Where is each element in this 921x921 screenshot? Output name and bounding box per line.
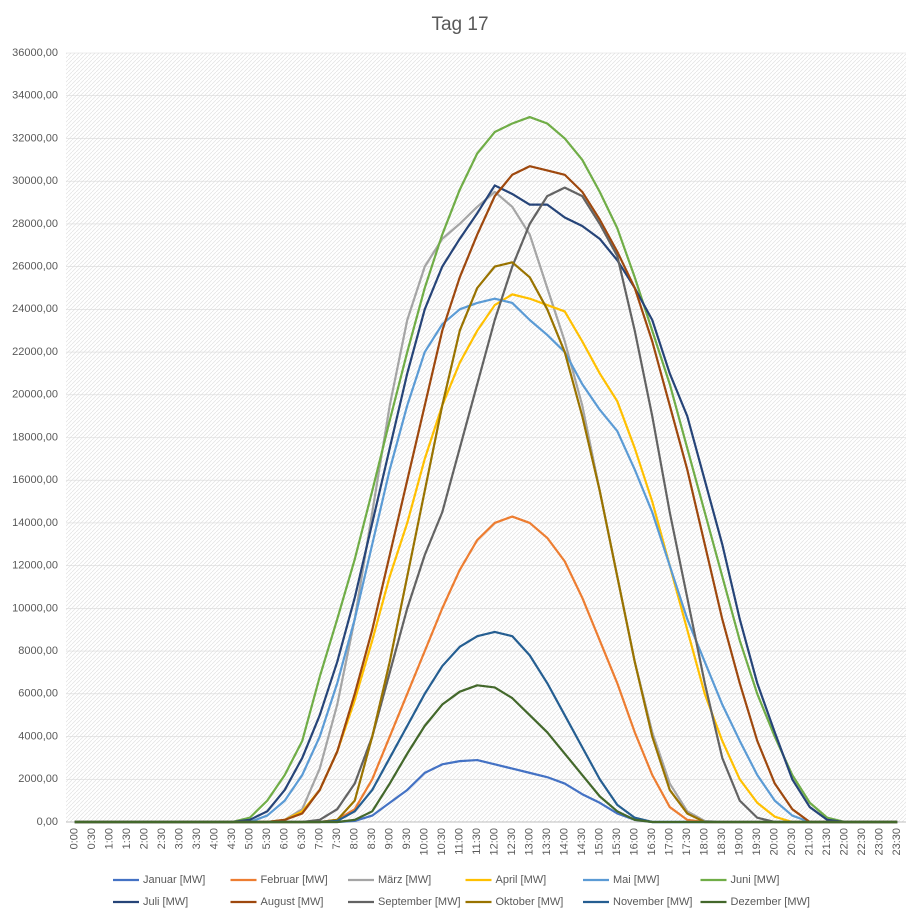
legend-label: November [MW]	[613, 896, 692, 908]
y-tick-label: 0,00	[37, 816, 58, 828]
y-tick-label: 28000,00	[12, 218, 58, 230]
x-tick-label: 6:00	[279, 828, 291, 849]
x-tick-label: 11:00	[454, 828, 466, 855]
x-tick-label: 22:30	[856, 828, 868, 856]
x-tick-label: 3:00	[174, 828, 186, 849]
x-tick-label: 16:30	[646, 828, 658, 856]
legend-label: Mai [MW]	[613, 874, 659, 886]
y-tick-label: 34000,00	[12, 90, 58, 102]
y-tick-label: 20000,00	[12, 389, 58, 401]
x-tick-label: 3:30	[191, 828, 203, 849]
x-tick-label: 22:00	[839, 828, 851, 856]
legend-label: April [MW]	[496, 874, 547, 886]
x-tick-label: 5:00	[244, 828, 256, 849]
x-tick-label: 20:00	[769, 828, 781, 856]
legend-label: Dezember [MW]	[731, 896, 810, 908]
y-tick-label: 24000,00	[12, 303, 58, 315]
x-tick-label: 18:30	[716, 828, 728, 856]
x-tick-label: 20:30	[786, 828, 798, 856]
x-tick-label: 0:30	[86, 828, 98, 849]
x-tick-label: 17:30	[681, 828, 693, 856]
y-tick-label: 10000,00	[12, 602, 58, 614]
legend-label: Juni [MW]	[731, 874, 780, 886]
x-tick-label: 21:30	[821, 828, 833, 856]
x-tick-label: 9:00	[384, 828, 396, 849]
x-tick-label: 9:30	[401, 828, 413, 849]
x-tick-label: 18:00	[699, 828, 711, 856]
y-tick-label: 30000,00	[12, 175, 58, 187]
y-tick-label: 2000,00	[18, 773, 58, 785]
y-tick-label: 6000,00	[18, 688, 58, 700]
x-tick-label: 15:00	[594, 828, 606, 856]
y-tick-label: 14000,00	[12, 517, 58, 529]
x-tick-label: 13:30	[541, 828, 553, 856]
x-tick-label: 14:00	[559, 828, 571, 856]
x-tick-label: 8:00	[349, 828, 361, 849]
x-tick-label: 19:00	[734, 828, 746, 856]
x-tick-label: 2:30	[156, 828, 168, 849]
x-tick-label: 4:00	[209, 828, 221, 849]
y-tick-label: 32000,00	[12, 132, 58, 144]
x-tick-label: 13:00	[524, 828, 536, 856]
x-tick-label: 12:00	[489, 828, 501, 856]
x-tick-label: 14:30	[576, 828, 588, 856]
x-tick-label: 17:00	[664, 828, 676, 856]
x-tick-label: 10:00	[419, 828, 431, 856]
x-tick-label: 16:00	[629, 828, 641, 856]
legend-label: Oktober [MW]	[496, 896, 564, 908]
y-tick-label: 4000,00	[18, 730, 58, 742]
x-tick-label: 23:00	[874, 828, 886, 856]
x-tick-label: 10:30	[436, 828, 448, 856]
x-tick-label: 1:30	[121, 828, 133, 849]
series-line	[74, 684, 898, 824]
x-tick-label: 6:30	[296, 828, 308, 849]
x-tick-label: 1:00	[104, 828, 116, 849]
y-tick-label: 22000,00	[12, 346, 58, 358]
y-tick-label: 8000,00	[18, 645, 58, 657]
y-tick-label: 12000,00	[12, 560, 58, 572]
x-tick-label: 5:30	[261, 828, 273, 849]
x-tick-label: 8:30	[366, 828, 378, 849]
x-tick-label: 23:30	[891, 828, 903, 856]
y-tick-label: 18000,00	[12, 431, 58, 443]
chart-title: Tag 17	[431, 14, 488, 35]
x-tick-label: 12:30	[506, 828, 518, 856]
legend-label: Februar [MW]	[261, 874, 328, 886]
legend-label: Januar [MW]	[143, 874, 205, 886]
x-tick-label: 21:00	[804, 828, 816, 856]
x-tick-label: 15:30	[611, 828, 623, 856]
y-tick-label: 16000,00	[12, 474, 58, 486]
x-tick-label: 7:00	[314, 828, 326, 849]
legend-label: August [MW]	[261, 896, 324, 908]
y-tick-label: 36000,00	[12, 47, 58, 59]
x-tick-label: 19:30	[751, 828, 763, 856]
legend-label: März [MW]	[378, 874, 431, 886]
x-tick-label: 11:30	[471, 828, 483, 855]
x-tick-label: 0:00	[69, 828, 81, 849]
legend-label: September [MW]	[378, 896, 461, 908]
y-tick-label: 26000,00	[12, 261, 58, 273]
x-tick-label: 7:30	[331, 828, 343, 849]
x-tick-label: 4:30	[226, 828, 238, 849]
x-tick-label: 2:00	[139, 828, 151, 849]
legend-label: Juli [MW]	[143, 896, 188, 908]
